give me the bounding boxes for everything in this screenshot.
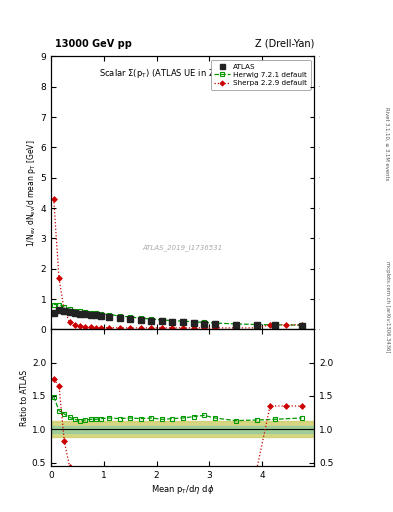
Sherpa 2.2.9 default (72, 322, 77, 328)
ATLAS (181, 319, 185, 326)
Herwig 7.2.1 default (107, 311, 112, 317)
Sherpa 2.2.9 default (51, 196, 56, 202)
Text: Scalar $\Sigma$(p$_{\rm T}$) (ATLAS UE in Z production): Scalar $\Sigma$(p$_{\rm T}$) (ATLAS UE i… (99, 67, 266, 80)
Text: 13000 GeV pp: 13000 GeV pp (55, 38, 132, 49)
Herwig 7.2.1 default (94, 310, 98, 316)
Herwig 7.2.1 default (99, 311, 104, 317)
ATLAS (160, 318, 164, 324)
Herwig 7.2.1 default (51, 302, 56, 308)
ATLAS (57, 307, 61, 313)
Line: ATLAS: ATLAS (51, 307, 305, 329)
ATLAS (191, 320, 196, 326)
Sherpa 2.2.9 default (67, 319, 72, 325)
Sherpa 2.2.9 default (170, 325, 175, 331)
Herwig 7.2.1 default (67, 306, 72, 312)
Sherpa 2.2.9 default (283, 322, 288, 328)
ATLAS (62, 308, 67, 314)
Herwig 7.2.1 default (191, 319, 196, 325)
Sherpa 2.2.9 default (160, 325, 164, 331)
Herwig 7.2.1 default (118, 313, 122, 319)
Line: Herwig 7.2.1 default: Herwig 7.2.1 default (51, 302, 304, 328)
Sherpa 2.2.9 default (128, 325, 132, 331)
Sherpa 2.2.9 default (255, 325, 259, 331)
Herwig 7.2.1 default (83, 309, 88, 315)
ATLAS (212, 321, 217, 327)
Herwig 7.2.1 default (212, 320, 217, 326)
ATLAS (83, 311, 88, 317)
Sherpa 2.2.9 default (62, 308, 67, 314)
Herwig 7.2.1 default (78, 308, 83, 314)
Sherpa 2.2.9 default (149, 325, 154, 331)
ATLAS (51, 310, 56, 316)
ATLAS (170, 319, 175, 325)
Herwig 7.2.1 default (149, 316, 154, 322)
Y-axis label: 1/N$_{\rm ev}$ dN$_{\rm ev}$/d mean p$_{\rm T}$ [GeV]: 1/N$_{\rm ev}$ dN$_{\rm ev}$/d mean p$_{… (25, 139, 38, 247)
Legend: ATLAS, Herwig 7.2.1 default, Sherpa 2.2.9 default: ATLAS, Herwig 7.2.1 default, Sherpa 2.2.… (211, 60, 311, 90)
Sherpa 2.2.9 default (202, 325, 206, 331)
ATLAS (149, 317, 154, 324)
Text: mcplots.cern.ch [arXiv:1306.3436]: mcplots.cern.ch [arXiv:1306.3436] (385, 262, 389, 353)
Herwig 7.2.1 default (202, 319, 206, 326)
Herwig 7.2.1 default (72, 308, 77, 314)
Sherpa 2.2.9 default (299, 322, 304, 328)
ATLAS (273, 323, 278, 329)
ATLAS (299, 323, 304, 329)
ATLAS (107, 313, 112, 319)
Line: Sherpa 2.2.9 default: Sherpa 2.2.9 default (51, 197, 304, 330)
Herwig 7.2.1 default (299, 322, 304, 328)
ATLAS (128, 316, 132, 322)
ATLAS (202, 321, 206, 327)
Sherpa 2.2.9 default (78, 323, 83, 329)
Herwig 7.2.1 default (255, 322, 259, 328)
Sherpa 2.2.9 default (212, 325, 217, 331)
Text: Z (Drell-Yan): Z (Drell-Yan) (255, 38, 314, 49)
Text: ATLAS_2019_I1736531: ATLAS_2019_I1736531 (143, 244, 223, 251)
Herwig 7.2.1 default (88, 310, 93, 316)
ATLAS (255, 322, 259, 328)
Herwig 7.2.1 default (273, 322, 278, 328)
ATLAS (88, 312, 93, 318)
ATLAS (138, 316, 143, 323)
Text: Rivet 3.1.10, ≥ 3.1M events: Rivet 3.1.10, ≥ 3.1M events (385, 106, 389, 180)
Sherpa 2.2.9 default (191, 325, 196, 331)
Sherpa 2.2.9 default (181, 325, 185, 331)
Herwig 7.2.1 default (138, 315, 143, 321)
Sherpa 2.2.9 default (94, 325, 98, 331)
Sherpa 2.2.9 default (107, 325, 112, 331)
Sherpa 2.2.9 default (118, 325, 122, 331)
Y-axis label: Ratio to ATLAS: Ratio to ATLAS (20, 370, 29, 425)
ATLAS (72, 310, 77, 316)
Sherpa 2.2.9 default (233, 325, 238, 331)
Herwig 7.2.1 default (233, 321, 238, 327)
Herwig 7.2.1 default (170, 317, 175, 324)
Sherpa 2.2.9 default (88, 324, 93, 330)
Herwig 7.2.1 default (160, 317, 164, 323)
Sherpa 2.2.9 default (138, 325, 143, 331)
X-axis label: Mean p$_{\rm T}$/d$\eta$ d$\phi$: Mean p$_{\rm T}$/d$\eta$ d$\phi$ (151, 482, 215, 496)
Herwig 7.2.1 default (62, 304, 67, 310)
ATLAS (233, 322, 238, 328)
Sherpa 2.2.9 default (99, 325, 104, 331)
Herwig 7.2.1 default (181, 318, 185, 324)
ATLAS (78, 311, 83, 317)
ATLAS (118, 315, 122, 321)
Herwig 7.2.1 default (57, 302, 61, 308)
Herwig 7.2.1 default (128, 314, 132, 320)
Sherpa 2.2.9 default (83, 324, 88, 330)
ATLAS (99, 313, 104, 319)
Sherpa 2.2.9 default (268, 322, 272, 328)
ATLAS (67, 309, 72, 315)
ATLAS (94, 312, 98, 318)
Sherpa 2.2.9 default (57, 275, 61, 282)
